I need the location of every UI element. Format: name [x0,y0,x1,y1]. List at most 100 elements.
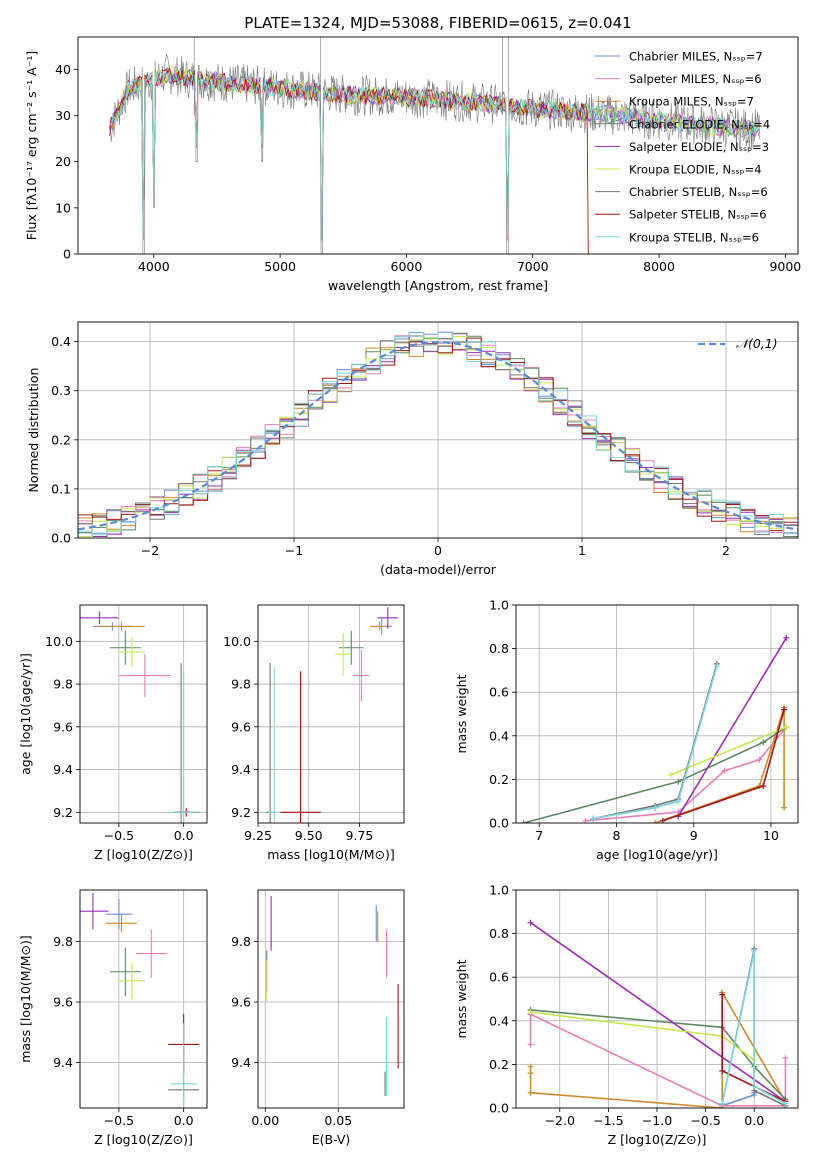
mass-weight-marker [675,778,682,785]
axes-mw_vs_Z: −2.0 −1.5 −1.0 −0.5 0.0 0.0 0.2 0.4 0.6 0.8 1.0 Z [… [454,883,799,1147]
mass-weight-marker [527,1070,534,1077]
x-tick-label: 6000 [391,259,423,274]
mass-weight-marker [783,634,790,641]
y-tick-label: 0.1 [51,481,71,496]
axes-residuals: −2 −1 0 1 2 0.0 0.1 0.2 0.3 0.4 𝒩(0,1) (data-model)… [26,321,799,577]
y-axis-label: mass [log10(M/M⊙)] [18,935,33,1063]
y-tick-label: 0.6 [489,685,509,700]
y-tick-label: 0.3 [51,383,71,398]
x-tick-label: 9.25 [244,828,272,843]
y-tick-label: 40 [55,62,71,77]
mass-weight-marker [781,706,788,713]
legend-label-1: Salpeter MILES, Nₛₛₚ=6 [629,72,762,86]
x-axis-label: mass [log10(M/M⊙)] [267,847,395,862]
x-tick-label: 0.0 [174,1113,194,1128]
mass-weight-marker [719,1067,726,1074]
x-tick-label: 9 [690,828,698,843]
mass-weight-series-2 [529,989,787,1108]
y-tick-label: 0.0 [489,1101,509,1116]
legend-label-3: Chabrier ELODIE, Nₛₛₚ=4 [629,117,770,131]
mass-weight-marker [527,919,534,926]
mass-weight-marker [652,804,659,811]
x-tick-label: 2 [722,543,730,558]
axes-age_vs_mass: 9.25 9.50 9.75 9.2 9.4 9.6 9.8 10.0 mass [log10(… [223,604,405,862]
mass-weight-marker [713,663,720,670]
y-tick-label: 0.0 [489,816,509,831]
mass-weight-marker [675,798,682,805]
y-tick-label: 10.0 [45,634,73,649]
mass-weight-marker [527,1063,534,1070]
x-tick-label: −1 [285,543,303,558]
x-tick-label: 9.75 [345,828,373,843]
mass-weight-marker [781,804,788,811]
mass-weight-marker [751,1083,758,1090]
x-tick-label: 0.0 [744,1113,764,1128]
x-tick-label: 10 [763,828,779,843]
x-tick-label: −1.0 [642,1113,672,1128]
mass-weight-series-4 [530,922,786,1103]
y-axis-label: mass weight [454,959,469,1038]
y-tick-label: 0 [63,247,71,262]
spectrum-series-7 [109,66,589,254]
axes-frame [257,604,405,824]
x-axis-label: wavelength [Angstrom, rest frame] [328,278,548,293]
plot-area-age_vs_Z [80,611,200,823]
legend-label-8: Kroupa STELIB, Nₛₛₚ=6 [629,230,759,244]
y-tick-label: 0.4 [489,728,509,743]
y-tick-label: 9.8 [53,934,73,949]
y-tick-label: 9.4 [53,1055,73,1070]
x-tick-label: 7 [535,828,543,843]
y-tick-label: 9.4 [231,762,251,777]
mass-weight-marker [756,756,763,763]
axes-frame [515,604,799,824]
x-axis-label: age [log10(age/yr)] [596,847,718,862]
x-axis-label: E(B-V) [312,1132,351,1147]
y-axis-label: Normed distribution [26,368,41,493]
axes-frame [77,36,799,255]
y-tick-label: 10 [55,200,71,215]
x-tick-label: 8000 [643,259,675,274]
mass-weight-series-8 [593,665,718,820]
y-tick-label: 9.8 [53,677,73,692]
x-tick-label: 1 [578,543,586,558]
mass-weight-marker [719,1100,726,1107]
mass-weight-marker [721,767,728,774]
mass-weight-series-3 [530,1009,786,1100]
axes-frame [77,321,799,539]
x-tick-label: −1.5 [593,1113,623,1128]
mass-weight-marker [782,1054,789,1061]
spectrum-series-8 [109,70,759,241]
y-axis-label: Flux [fλ10⁻¹⁷ erg cm⁻² s⁻¹ A⁻¹] [24,51,39,240]
x-tick-label: 8 [612,828,620,843]
y-tick-label: 9.6 [231,995,251,1010]
x-axis-label: Z [log10(Z/Z⊙)] [94,1132,193,1147]
legend-label-7: Salpeter STELIB, Nₛₛₚ=6 [629,208,767,222]
y-tick-label: 9.2 [53,805,73,820]
mass-weight-marker [760,782,767,789]
plot-area-mass_vs_Z [80,893,200,1108]
legend-label-4: Salpeter ELODIE, Nₛₛₚ=3 [629,140,769,154]
x-tick-label: −0.5 [690,1113,720,1128]
x-tick-label: 0.00 [251,1113,279,1128]
mass-weight-series-6 [593,663,718,820]
plot-area-age_vs_mass [266,607,398,823]
y-tick-label: 0.8 [489,926,509,941]
y-tick-label: 0.2 [489,1057,509,1072]
y-tick-label: 9.4 [53,762,73,777]
axes-frame [515,889,799,1109]
legend-label-normal: 𝒩(0,1) [736,336,778,351]
legend-label-5: Kroupa ELODIE, Nₛₛₚ=4 [629,163,762,177]
legend-label-0: Chabrier MILES, Nₛₛₚ=7 [629,50,763,64]
y-tick-label: 9.6 [53,995,73,1010]
x-tick-label: −0.5 [104,828,134,843]
histogram-series-8 [78,331,798,536]
mass-weight-marker [751,948,758,955]
mass-weight-marker [667,772,674,779]
mass-weight-marker [652,820,659,823]
mass-weight-marker [719,991,726,998]
histogram-series-7 [78,337,798,532]
mass-weight-marker [527,1041,534,1048]
legend-label-2: Kroupa MILES, Nₛₛₚ=7 [629,95,754,109]
x-tick-label: −0.5 [104,1113,134,1128]
axes-mw_vs_age: 7 8 9 10 0.0 0.2 0.4 0.6 0.8 1.0 age [log10(age/yr… [454,598,799,862]
